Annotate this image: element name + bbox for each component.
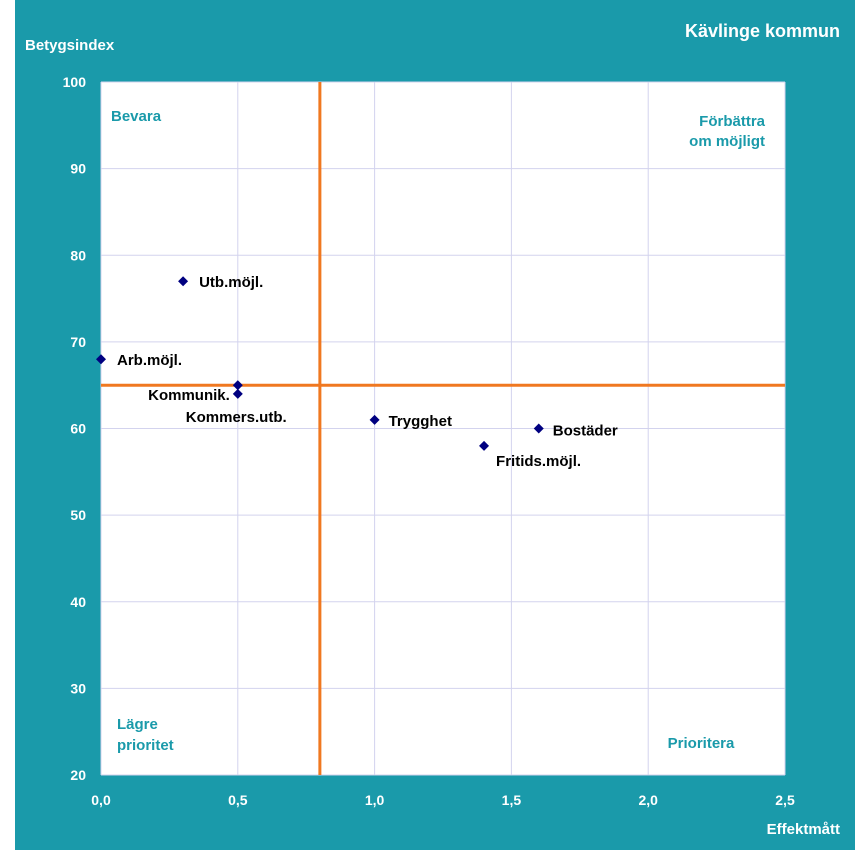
reference-lines (101, 82, 785, 775)
y-tick-label: 90 (70, 161, 86, 177)
quadrant-label-top-right: om möjligt (689, 133, 765, 150)
quadrant-labels: Bevara Förbättra om möjligt Lägre prioritet P… (111, 108, 766, 754)
y-axis-label: Betygsindex (25, 37, 115, 54)
data-point-label: Kommers.utb. (186, 409, 287, 426)
quadrant-label-bottom-left: Lägre (117, 716, 158, 733)
x-tick-label: 2,5 (775, 792, 795, 808)
x-tick-label: 1,0 (365, 792, 385, 808)
y-tick-label: 30 (70, 680, 86, 696)
quadrant-label-top-left: Bevara (111, 108, 162, 125)
data-point-marker (232, 388, 243, 399)
data-point-label: Kommunik. (148, 387, 230, 404)
axis-ticks: 0,0 0,5 1,0 1,5 2,0 2,5 20 30 40 50 60 70 80 90 100 (63, 74, 795, 808)
data-point-marker (232, 380, 243, 391)
data-point-marker (369, 414, 380, 425)
x-tick-label: 2,0 (638, 792, 658, 808)
grid (100, 81, 786, 776)
y-tick-label: 40 (70, 594, 86, 610)
chart-frame: Bevara Förbättra om möjligt Lägre prioritet P… (15, 0, 855, 850)
y-tick-label: 80 (70, 247, 86, 263)
data-point-marker (178, 276, 189, 287)
data-points: Utb.möjl. Arb.möjl. Kommunik. Kommers.utb. T… (96, 274, 618, 470)
quadrant-label-bottom-left: prioritet (117, 737, 174, 754)
quadrant-label-top-right: Förbättra (699, 113, 765, 130)
y-tick-label: 50 (70, 507, 86, 523)
data-point-label: Trygghet (389, 413, 452, 430)
x-tick-label: 0,0 (91, 792, 111, 808)
x-axis-label: Effektmått (767, 821, 840, 838)
y-tick-label: 20 (70, 767, 86, 783)
data-point-marker (96, 354, 106, 365)
chart-title: Kävlinge kommun (685, 21, 840, 41)
y-tick-label: 100 (63, 74, 87, 90)
data-point-label: Arb.möjl. (117, 352, 182, 369)
quadrant-scatter-chart: Bevara Förbättra om möjligt Lägre prioritet P… (25, 21, 840, 838)
quadrant-label-bottom-right: Prioritera (668, 735, 735, 752)
data-point-marker (479, 440, 490, 451)
data-point-label: Fritids.möjl. (496, 453, 581, 470)
x-tick-label: 0,5 (228, 792, 248, 808)
y-tick-label: 60 (70, 421, 86, 437)
data-point-label: Bostäder (553, 423, 618, 440)
data-point-label: Utb.möjl. (199, 274, 263, 291)
y-tick-label: 70 (70, 334, 86, 350)
data-point-marker (533, 423, 544, 434)
x-tick-label: 1,5 (502, 792, 522, 808)
